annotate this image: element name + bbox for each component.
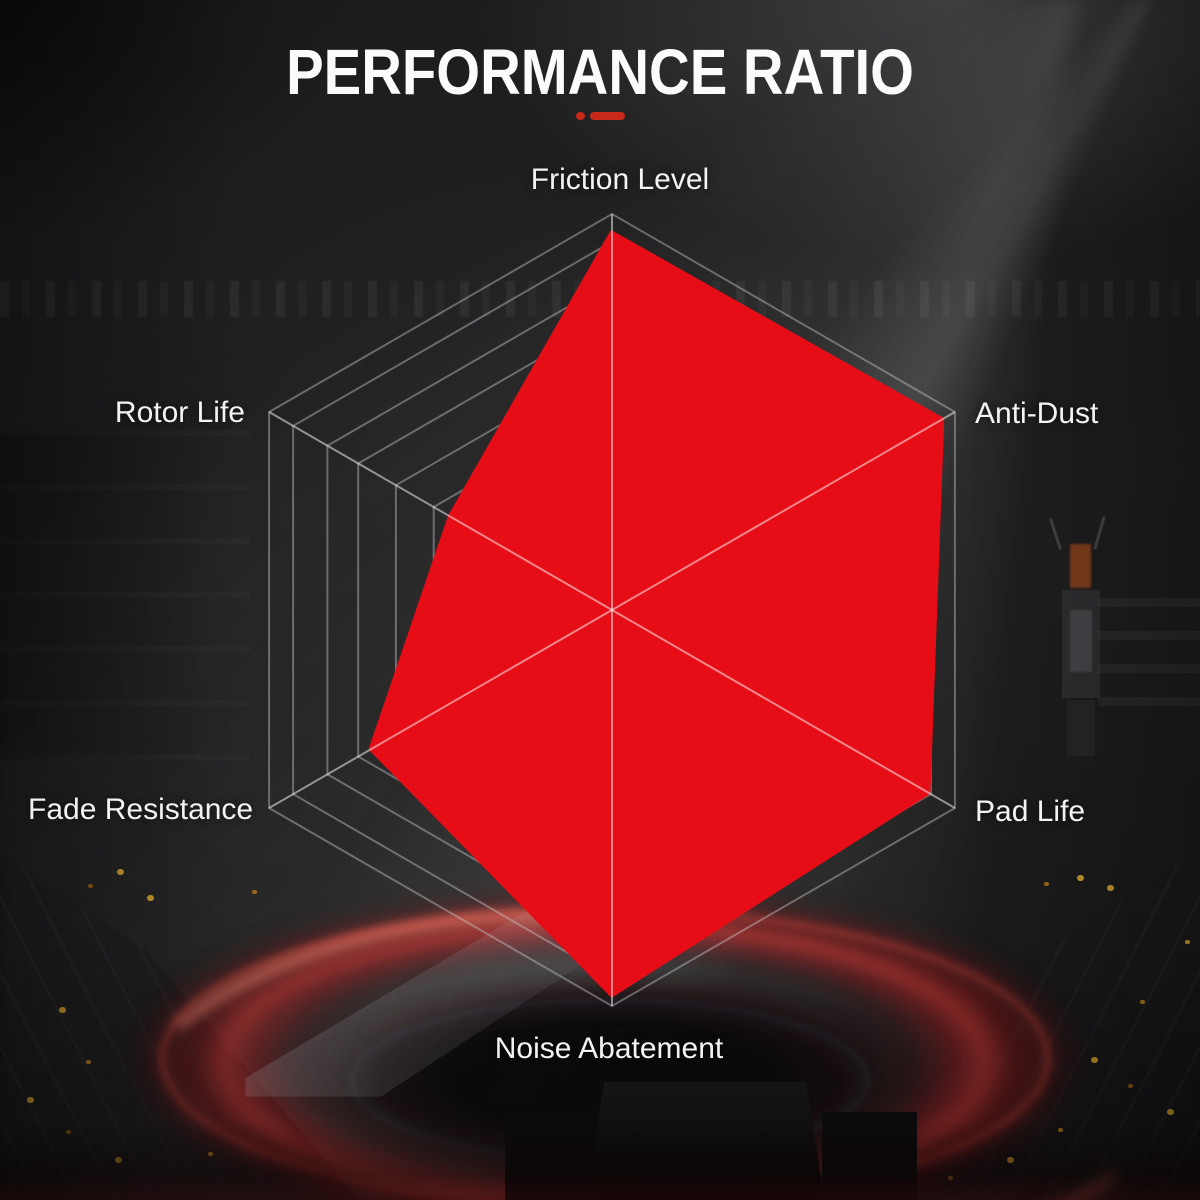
- axis-label-anti-dust: Anti-Dust: [975, 397, 1099, 430]
- robot-figure-core: [1070, 610, 1092, 672]
- robot-figure-body: [1062, 590, 1100, 698]
- bottom-red-tint: [0, 1120, 1200, 1200]
- title-underline-dash: [590, 112, 625, 120]
- background-machinery-left: [0, 430, 250, 760]
- background-panel-right: [1098, 598, 1200, 710]
- axis-label-friction-level: Friction Level: [530, 163, 710, 196]
- axis-label-fade-resistance: Fade Resistance: [28, 793, 254, 826]
- title-underline-dot: [576, 112, 585, 120]
- page-title: PERFORMANCE RATIO: [286, 36, 914, 108]
- axis-label-noise-abatement: Noise Abatement: [494, 1032, 724, 1065]
- robot-figure-legs: [1067, 700, 1095, 756]
- axis-label-rotor-life: Rotor Life: [114, 396, 245, 429]
- axis-label-pad-life: Pad Life: [975, 795, 1086, 828]
- robot-figure-head: [1070, 544, 1091, 588]
